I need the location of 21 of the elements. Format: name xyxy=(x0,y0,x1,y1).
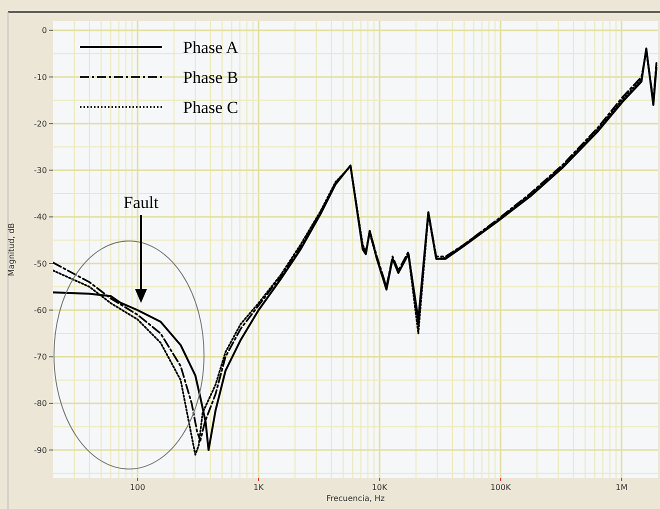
x-tick-label: 1M xyxy=(616,483,628,492)
y-axis-title: Magnitud, dB xyxy=(7,222,16,276)
y-tick-label: -90 xyxy=(34,446,47,455)
y-tick-label: -50 xyxy=(34,259,47,268)
legend-label: Phase A xyxy=(183,38,239,57)
x-axis-title: Frecuencia, Hz xyxy=(326,494,385,503)
y-tick-label: -60 xyxy=(34,306,47,315)
y-tick-label: -10 xyxy=(34,72,47,82)
legend-label: Phase B xyxy=(183,68,238,87)
y-tick-label: -20 xyxy=(34,119,47,128)
x-tick-label: 100K xyxy=(490,483,512,492)
x-tick-label: 10K xyxy=(372,483,388,492)
x-tick-label: 1K xyxy=(253,483,264,492)
y-tick-label: 0 xyxy=(42,26,47,36)
x-tick-label: 100 xyxy=(130,483,146,492)
legend-label: Phase C xyxy=(183,98,238,117)
annotation: Fault xyxy=(124,193,159,212)
y-tick-label: -40 xyxy=(34,212,47,222)
y-tick-label: -70 xyxy=(34,352,47,362)
y-tick-label: -30 xyxy=(34,166,47,176)
y-tick-label: -80 xyxy=(34,399,47,408)
